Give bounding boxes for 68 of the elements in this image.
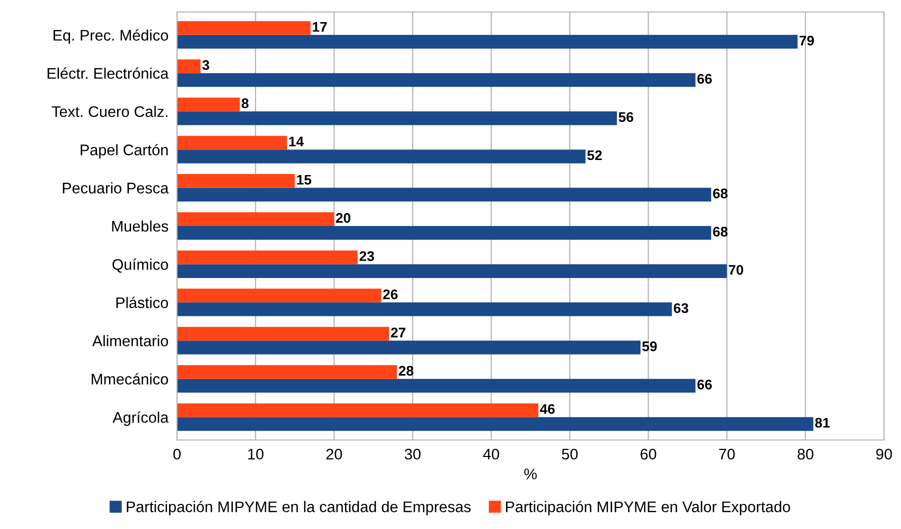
bar	[177, 264, 727, 278]
bar	[177, 111, 617, 126]
data-label: 81	[815, 418, 830, 428]
legend-label: Participación MIPYME en la cantidad de Empresas	[126, 500, 471, 516]
data-label: 28	[398, 366, 414, 376]
data-label: 52	[587, 150, 602, 160]
y-tick-label: Agrícola	[112, 411, 169, 426]
bar	[177, 188, 712, 202]
bar	[177, 73, 696, 87]
data-label: 79	[800, 36, 814, 46]
data-label: 63	[674, 303, 688, 314]
data-label: 68	[713, 188, 728, 198]
bar	[177, 98, 240, 112]
y-tick-label: Muebles	[112, 220, 168, 232]
x-tick-label: 90	[876, 448, 892, 460]
legend-label: Participación MIPYME en Valor Exportado	[506, 500, 790, 516]
bar	[177, 250, 358, 264]
bar	[177, 340, 640, 354]
bar	[177, 21, 311, 35]
data-label: 26	[383, 289, 398, 300]
x-tick-label: 70	[719, 448, 735, 460]
data-label: 56	[618, 112, 634, 122]
bar	[177, 212, 334, 226]
y-tick-label: Plástico	[116, 296, 168, 308]
bar	[177, 136, 287, 150]
bar	[177, 326, 390, 341]
data-label: 20	[336, 213, 350, 223]
bar	[177, 365, 397, 379]
bar	[177, 403, 538, 418]
x-tick-label: 20	[326, 448, 342, 460]
data-label: 27	[390, 328, 406, 338]
data-label: 59	[642, 341, 657, 352]
x-tick-label: 0	[173, 448, 181, 460]
x-axis-title: %	[524, 468, 537, 480]
y-tick-label: Alimentario	[92, 335, 168, 346]
data-label: 46	[540, 404, 555, 414]
data-label: 66	[697, 74, 712, 84]
data-label: 14	[289, 136, 304, 146]
x-tick-label: 30	[404, 448, 421, 460]
bar	[177, 226, 712, 240]
bar	[177, 34, 798, 49]
data-label: 23	[360, 251, 374, 262]
bar	[177, 302, 672, 316]
data-label: 68	[713, 226, 728, 237]
bar	[177, 150, 586, 164]
y-tick-label: Pecuario Pesca	[62, 182, 169, 194]
data-label: 3	[202, 60, 210, 70]
y-tick-label: Eléctr. Electrónica	[48, 67, 169, 79]
x-tick-label: 60	[640, 448, 656, 460]
x-tick-label: 80	[798, 448, 814, 460]
bar	[177, 174, 295, 188]
y-tick-label: Papel Cartón	[80, 144, 168, 158]
x-tick-label: 10	[248, 448, 264, 460]
x-tick-label: 50	[562, 448, 578, 460]
bar	[177, 417, 814, 431]
y-tick-label: Mmecánico	[92, 373, 168, 385]
data-label: 66	[697, 380, 712, 390]
bar	[177, 378, 696, 393]
bar	[177, 59, 201, 74]
data-label: 70	[728, 264, 744, 275]
data-label: 17	[312, 22, 327, 32]
y-tick-label: Químico	[112, 258, 168, 273]
x-tick-label: 40	[483, 448, 500, 460]
data-label: 8	[242, 98, 249, 108]
y-tick-label: Eq. Prec. Médico	[54, 29, 168, 44]
data-label: 15	[297, 174, 312, 185]
bar	[177, 288, 382, 302]
y-tick-label: Text. Cuero Calz.	[52, 106, 168, 118]
